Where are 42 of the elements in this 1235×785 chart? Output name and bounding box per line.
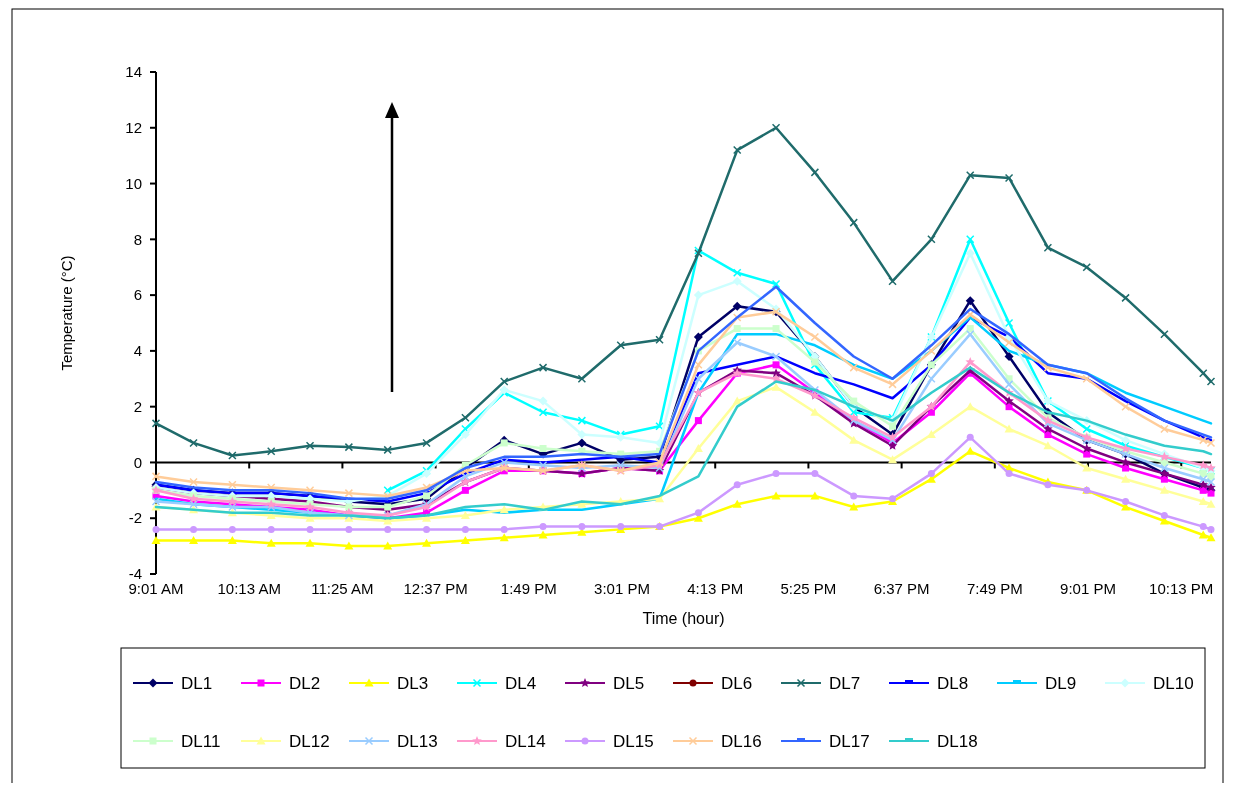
- legend-label: DL8: [937, 673, 969, 693]
- y-tick-label: 0: [133, 453, 142, 471]
- y-tick-label: 14: [125, 63, 142, 81]
- y-tick-label: -4: [128, 565, 142, 583]
- legend-label: DL3: [397, 673, 429, 693]
- legend-label: DL4: [505, 673, 537, 693]
- x-tick-label: 3:01 PM: [594, 580, 650, 597]
- y-tick-label: 12: [125, 119, 142, 137]
- x-tick-label: 12:37 PM: [403, 580, 468, 597]
- x-tick-label: 1:49 PM: [500, 580, 557, 597]
- x-tick-label: 11:25 AM: [311, 580, 374, 597]
- legend-label: DL13: [397, 731, 438, 751]
- y-tick-label: 10: [125, 174, 142, 192]
- legend-label: DL6: [721, 673, 753, 693]
- legend-label: DL16: [721, 731, 762, 751]
- y-tick-label: 6: [133, 286, 142, 304]
- x-tick-label: 9:01 PM: [1060, 580, 1116, 597]
- x-tick-label: 10:13 PM: [1149, 580, 1214, 597]
- legend-label: DL7: [829, 673, 861, 693]
- legend-label: DL17: [829, 731, 870, 751]
- legend-label: DL18: [937, 731, 978, 751]
- legend-label: DL5: [613, 673, 645, 693]
- legend-label: DL2: [289, 673, 321, 693]
- legend-label: DL15: [613, 731, 654, 751]
- x-tick-label: 4:13 PM: [687, 580, 744, 597]
- legend-label: DL14: [505, 731, 546, 751]
- legend-label: DL1: [181, 673, 213, 693]
- legend-label: DL9: [1045, 673, 1077, 693]
- x-tick-label: 7:49 PM: [966, 580, 1023, 597]
- x-tick-label: 10:13 AM: [217, 580, 281, 597]
- legend-label: DL11: [181, 731, 221, 751]
- x-axis-title: Time (hour): [642, 610, 725, 627]
- x-tick-label: 6:37 PM: [873, 580, 930, 597]
- y-axis-title: Temperature (°C): [58, 255, 75, 371]
- y-tick-label: 8: [133, 230, 142, 248]
- legend-label: DL10: [1153, 673, 1194, 693]
- x-tick-label: 5:25 PM: [780, 580, 837, 597]
- y-tick-label: 2: [133, 397, 142, 415]
- y-tick-label: 4: [133, 342, 142, 360]
- legend-label: DL12: [289, 731, 330, 751]
- x-tick-label: 9:01 AM: [128, 580, 184, 597]
- y-tick-label: -2: [128, 509, 142, 527]
